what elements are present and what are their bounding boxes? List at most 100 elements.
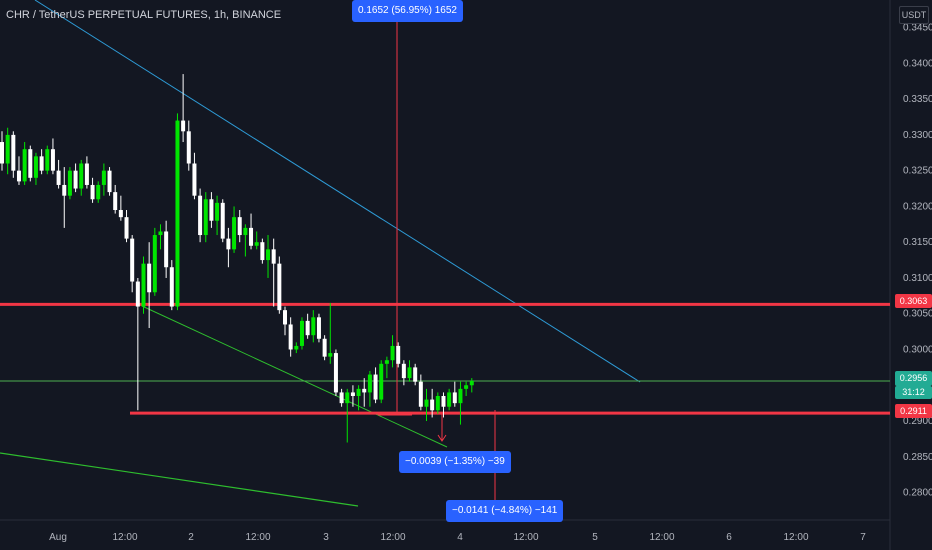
lower-trendline <box>0 452 359 507</box>
candle-body <box>220 202 225 239</box>
candle-body <box>362 388 367 393</box>
candle-body <box>464 385 469 389</box>
candle-body <box>430 399 435 411</box>
candle-body <box>458 388 463 404</box>
candle-body <box>441 396 446 407</box>
candle-body <box>345 392 350 404</box>
candle-body <box>147 263 152 293</box>
candle-body <box>413 367 418 382</box>
candle-body <box>79 163 84 189</box>
candle-body <box>152 235 157 293</box>
y-tick-label: 0.3200 <box>903 201 932 212</box>
y-tick-label: 0.2900 <box>903 416 932 427</box>
candle-body <box>339 392 344 404</box>
x-tick-label: 7 <box>860 532 866 543</box>
candle-body <box>396 345 401 364</box>
candle-body <box>107 170 112 193</box>
candle-body <box>288 324 293 350</box>
candle-body <box>181 120 186 132</box>
candle-body <box>198 195 203 236</box>
candle-body <box>73 170 78 189</box>
currency-button[interactable]: USDT <box>899 6 929 24</box>
candle-body <box>192 163 197 196</box>
candle-body <box>90 184 95 200</box>
candle-body <box>169 267 174 307</box>
candle-body <box>175 120 180 307</box>
candle-body <box>158 231 163 236</box>
y-tick-label: 0.3300 <box>903 130 932 141</box>
candle-body <box>390 345 395 361</box>
candle-body <box>39 156 44 171</box>
x-tick-label: 2 <box>188 532 194 543</box>
measure-label-down-small[interactable]: −0.0039 (−1.35%) −39 <box>399 451 511 473</box>
candle-body <box>67 170 72 196</box>
candle-body <box>243 227 248 236</box>
y-tick-label: 0.3050 <box>903 309 932 320</box>
candle-body <box>101 170 106 185</box>
candle-body <box>299 320 304 346</box>
x-tick-label: 12:00 <box>245 532 270 543</box>
candle-body <box>113 192 118 210</box>
candle-body <box>215 202 220 221</box>
candle-body <box>203 199 208 236</box>
support-trendline <box>141 305 448 448</box>
x-tick-label: 12:00 <box>649 532 674 543</box>
candle-body <box>418 381 423 407</box>
candle-body <box>277 263 282 311</box>
candle-body <box>33 156 38 178</box>
x-tick-label: 12:00 <box>380 532 405 543</box>
candle-body <box>28 149 33 178</box>
x-tick-label: 6 <box>726 532 732 543</box>
resistance-price-tag: 0.3063 <box>895 294 932 308</box>
candle-body <box>356 388 361 396</box>
candle-body <box>305 320 310 336</box>
candle-body <box>11 134 16 171</box>
candle-body <box>237 217 242 236</box>
y-tick-label: 0.3400 <box>903 58 932 69</box>
candle-body <box>232 217 237 250</box>
y-tick-label: 0.2850 <box>903 452 932 463</box>
candle-body <box>271 249 276 264</box>
candle-body <box>322 338 327 357</box>
y-tick-label: 0.3450 <box>903 23 932 34</box>
y-tick-label: 0.3000 <box>903 345 932 356</box>
candle-body <box>141 263 146 307</box>
candle-body <box>5 134 10 164</box>
support-price-tag: 0.2911 <box>895 404 932 418</box>
countdown-tag: 31:12 <box>895 386 932 399</box>
x-tick-label: 12:00 <box>112 532 137 543</box>
candle-body <box>226 238 231 250</box>
current-price-tag: 0.2956 <box>895 371 932 386</box>
candle-body <box>260 242 265 261</box>
candle-body <box>84 163 89 185</box>
measure-label-up[interactable]: 0.1652 (56.95%) 1652 <box>352 0 463 22</box>
descending-resistance-trendline <box>34 0 641 383</box>
y-tick-label: 0.3100 <box>903 273 932 284</box>
candle-body <box>447 392 452 407</box>
y-tick-label: 0.2800 <box>903 488 932 499</box>
measure-label-down-large[interactable]: −0.0141 (−4.84%) −141 <box>446 500 564 522</box>
candle-body <box>328 353 333 357</box>
x-tick-label: 3 <box>323 532 329 543</box>
candle-body <box>384 360 389 364</box>
candle-body <box>56 170 61 185</box>
candle-body <box>249 227 254 246</box>
y-tick-label: 0.3150 <box>903 237 932 248</box>
candle-body <box>45 149 50 171</box>
candle-body <box>424 399 429 407</box>
candle-body <box>266 249 271 261</box>
y-tick-label: 0.3350 <box>903 94 932 105</box>
candle-body <box>22 149 27 182</box>
candle-body <box>367 374 372 393</box>
candle-body <box>135 281 140 307</box>
candle-body <box>469 380 474 386</box>
candle-body <box>50 149 55 171</box>
candle-body <box>283 310 287 325</box>
candle-body <box>130 238 135 282</box>
candle-body <box>96 184 101 200</box>
candle-body <box>209 199 214 221</box>
candle-body <box>0 142 4 164</box>
candle-body <box>379 363 384 400</box>
candle-body <box>254 242 259 246</box>
candle-body <box>118 210 123 218</box>
